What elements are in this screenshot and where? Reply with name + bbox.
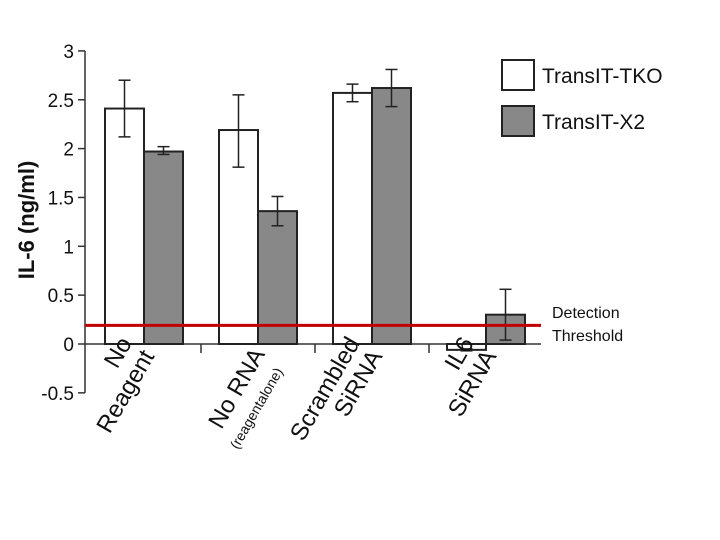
y-tick-label: 0.5 — [48, 286, 74, 307]
legend: TransIT-TKO TransIT-X2 — [501, 59, 663, 137]
bar-transit-tko — [104, 107, 145, 345]
bar-transit-tko — [332, 91, 373, 346]
bars — [104, 68, 526, 352]
legend-swatch — [501, 105, 535, 137]
bar-transit-x2 — [143, 150, 184, 345]
detection-threshold: Detection Threshold — [85, 305, 623, 345]
legend-label: TransIT-X2 — [542, 111, 645, 134]
threshold-label: Threshold — [552, 328, 623, 345]
threshold-label: Detection — [552, 305, 620, 322]
y-tick-label: 2.5 — [48, 91, 74, 112]
axes: 3 2.5 2 1.5 1 0.5 0 -0.5 — [41, 42, 541, 405]
legend-label: TransIT-TKO — [542, 65, 663, 88]
y-tick-label: 0 — [63, 335, 74, 356]
bar-transit-x2 — [371, 87, 412, 345]
y-tick-label: 1 — [63, 237, 74, 258]
y-tick-label: 1.5 — [48, 188, 74, 209]
y-tick-label: 3 — [63, 42, 74, 63]
y-tick-label: 2 — [63, 140, 74, 161]
y-axis-label: IL-6 (ng/ml) — [14, 161, 39, 280]
y-tick-label: -0.5 — [41, 384, 74, 405]
legend-swatch — [501, 59, 535, 91]
category-label: No RNA(reagentalone) — [203, 344, 286, 452]
